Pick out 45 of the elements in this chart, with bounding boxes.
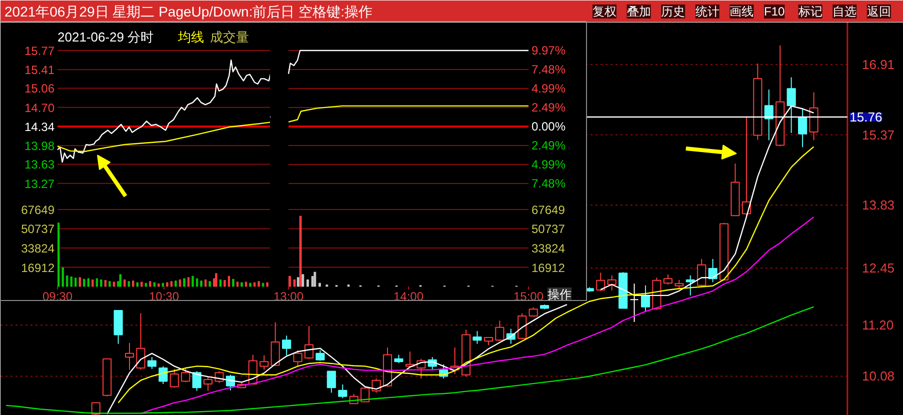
y2-tick-label: 7.48%	[532, 176, 566, 191]
y2-tick-label: 9.97%	[532, 44, 566, 58]
y-tick-label: 13.83	[862, 198, 895, 213]
annotation: 成交量	[210, 30, 249, 44]
y-tick-label: 16912	[532, 260, 566, 275]
y-tick-label: 14.70	[24, 100, 55, 115]
y2-tick-label: 7.48%	[532, 62, 566, 76]
text: 叠加	[626, 4, 651, 18]
y-tick-label: 15.77	[24, 44, 55, 58]
y-tick-label: 14.34	[24, 120, 55, 134]
y-tick-label: 67649	[21, 203, 55, 217]
ref-line-label: 15.76	[850, 109, 882, 124]
text: 返回	[866, 4, 891, 18]
y-tick-label: 10.08	[862, 368, 895, 384]
chart-title: 2021年06月29日 星期二 PageUp/Down:前后日 空格键:操作	[4, 4, 373, 20]
y-tick-label: 33824	[532, 242, 566, 256]
y-tick-label: 50737	[532, 222, 566, 236]
y2-tick-label: 4.99%	[532, 81, 566, 96]
y2-tick-label: 2.49%	[532, 138, 566, 152]
y-tick-label: 11.20	[862, 318, 894, 333]
y-tick-label: 13.63	[24, 158, 55, 172]
text: F10	[764, 4, 786, 18]
y-tick-label: 67649	[532, 203, 566, 217]
y-tick-label: 15.41	[24, 63, 55, 78]
text: 画线	[730, 4, 754, 18]
y-tick-label: 15.37	[862, 127, 895, 142]
y-tick-label: 50737	[21, 222, 55, 236]
y-tick-label: 15.06	[24, 82, 55, 96]
y-tick-label: 16.91	[862, 56, 895, 72]
y-tick-label: 12.45	[862, 260, 895, 276]
y2-tick-label: 4.99%	[532, 158, 566, 172]
text: 标记	[797, 4, 822, 18]
text: 复权	[592, 4, 616, 18]
text: 统计	[695, 4, 720, 18]
y-tick-label: 13.98	[24, 139, 55, 154]
chart-title: 2021-06-29 分时	[58, 30, 154, 44]
y2-tick-label: 0.00%	[532, 120, 566, 134]
y2-tick-label: 2.49%	[532, 100, 566, 115]
y-tick-label: 33824	[21, 242, 55, 256]
text: 自选	[832, 4, 857, 18]
text: 均线	[177, 30, 204, 44]
annotation: 操作	[548, 288, 572, 302]
y-tick-label: 13.27	[24, 176, 55, 191]
y-tick-label: 16912	[21, 260, 55, 275]
text: 历史	[661, 4, 686, 18]
